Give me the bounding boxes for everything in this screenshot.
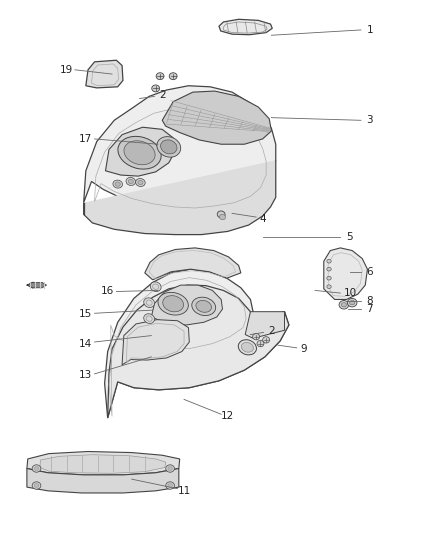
Polygon shape [108, 285, 289, 418]
Polygon shape [86, 60, 123, 88]
Polygon shape [151, 285, 223, 325]
Polygon shape [219, 19, 272, 35]
Ellipse shape [34, 467, 39, 471]
Ellipse shape [138, 180, 143, 184]
Text: 10: 10 [343, 288, 357, 298]
Ellipse shape [157, 136, 181, 157]
Ellipse shape [169, 72, 177, 79]
Ellipse shape [327, 260, 331, 263]
Text: 13: 13 [79, 370, 92, 381]
Ellipse shape [347, 298, 357, 307]
Text: 17: 17 [79, 134, 92, 144]
Text: 5: 5 [346, 232, 353, 243]
Ellipse shape [253, 334, 260, 340]
Ellipse shape [238, 340, 257, 355]
Text: 15: 15 [79, 309, 92, 319]
Text: 11: 11 [177, 486, 191, 496]
Polygon shape [105, 269, 289, 418]
Ellipse shape [350, 301, 355, 305]
Polygon shape [28, 282, 46, 288]
Ellipse shape [34, 483, 39, 487]
Ellipse shape [118, 136, 161, 169]
Ellipse shape [126, 177, 136, 185]
Polygon shape [245, 312, 285, 338]
Ellipse shape [327, 267, 331, 271]
Ellipse shape [219, 214, 226, 220]
Ellipse shape [150, 282, 161, 292]
Ellipse shape [168, 483, 172, 487]
Polygon shape [84, 86, 276, 211]
Ellipse shape [158, 293, 188, 315]
Ellipse shape [144, 314, 155, 324]
Text: 9: 9 [301, 344, 307, 354]
Ellipse shape [152, 85, 159, 92]
Ellipse shape [166, 482, 174, 489]
Text: 16: 16 [101, 286, 114, 296]
Ellipse shape [327, 276, 331, 280]
Ellipse shape [136, 179, 145, 187]
Ellipse shape [166, 465, 174, 472]
Ellipse shape [192, 297, 215, 316]
Polygon shape [145, 248, 241, 280]
Text: 8: 8 [366, 296, 373, 306]
Text: 3: 3 [366, 115, 373, 125]
Ellipse shape [156, 72, 164, 79]
Polygon shape [40, 455, 166, 473]
Ellipse shape [124, 141, 155, 165]
Polygon shape [27, 469, 179, 493]
Text: 7: 7 [366, 304, 373, 314]
Text: 6: 6 [366, 267, 373, 277]
Ellipse shape [144, 298, 155, 308]
Text: 19: 19 [60, 65, 73, 75]
Polygon shape [162, 91, 272, 144]
Ellipse shape [196, 301, 212, 312]
Text: 1: 1 [366, 25, 373, 35]
Ellipse shape [32, 482, 41, 489]
Ellipse shape [257, 341, 264, 347]
Polygon shape [84, 160, 276, 235]
Ellipse shape [341, 303, 346, 307]
Ellipse shape [339, 301, 349, 309]
Polygon shape [27, 451, 180, 475]
Text: 14: 14 [79, 338, 92, 349]
Ellipse shape [168, 467, 172, 471]
Ellipse shape [327, 285, 331, 288]
Ellipse shape [128, 179, 134, 183]
Ellipse shape [217, 211, 225, 218]
Text: 4: 4 [259, 214, 266, 224]
Text: 2: 2 [159, 90, 166, 100]
Polygon shape [106, 127, 175, 176]
Ellipse shape [32, 465, 41, 472]
Polygon shape [324, 248, 367, 300]
Ellipse shape [113, 180, 123, 188]
Ellipse shape [263, 337, 270, 343]
Text: 2: 2 [268, 326, 275, 336]
Ellipse shape [161, 140, 177, 154]
Ellipse shape [241, 342, 254, 352]
Text: 12: 12 [221, 411, 234, 422]
Polygon shape [122, 320, 189, 365]
Ellipse shape [163, 296, 184, 312]
Ellipse shape [115, 182, 120, 186]
